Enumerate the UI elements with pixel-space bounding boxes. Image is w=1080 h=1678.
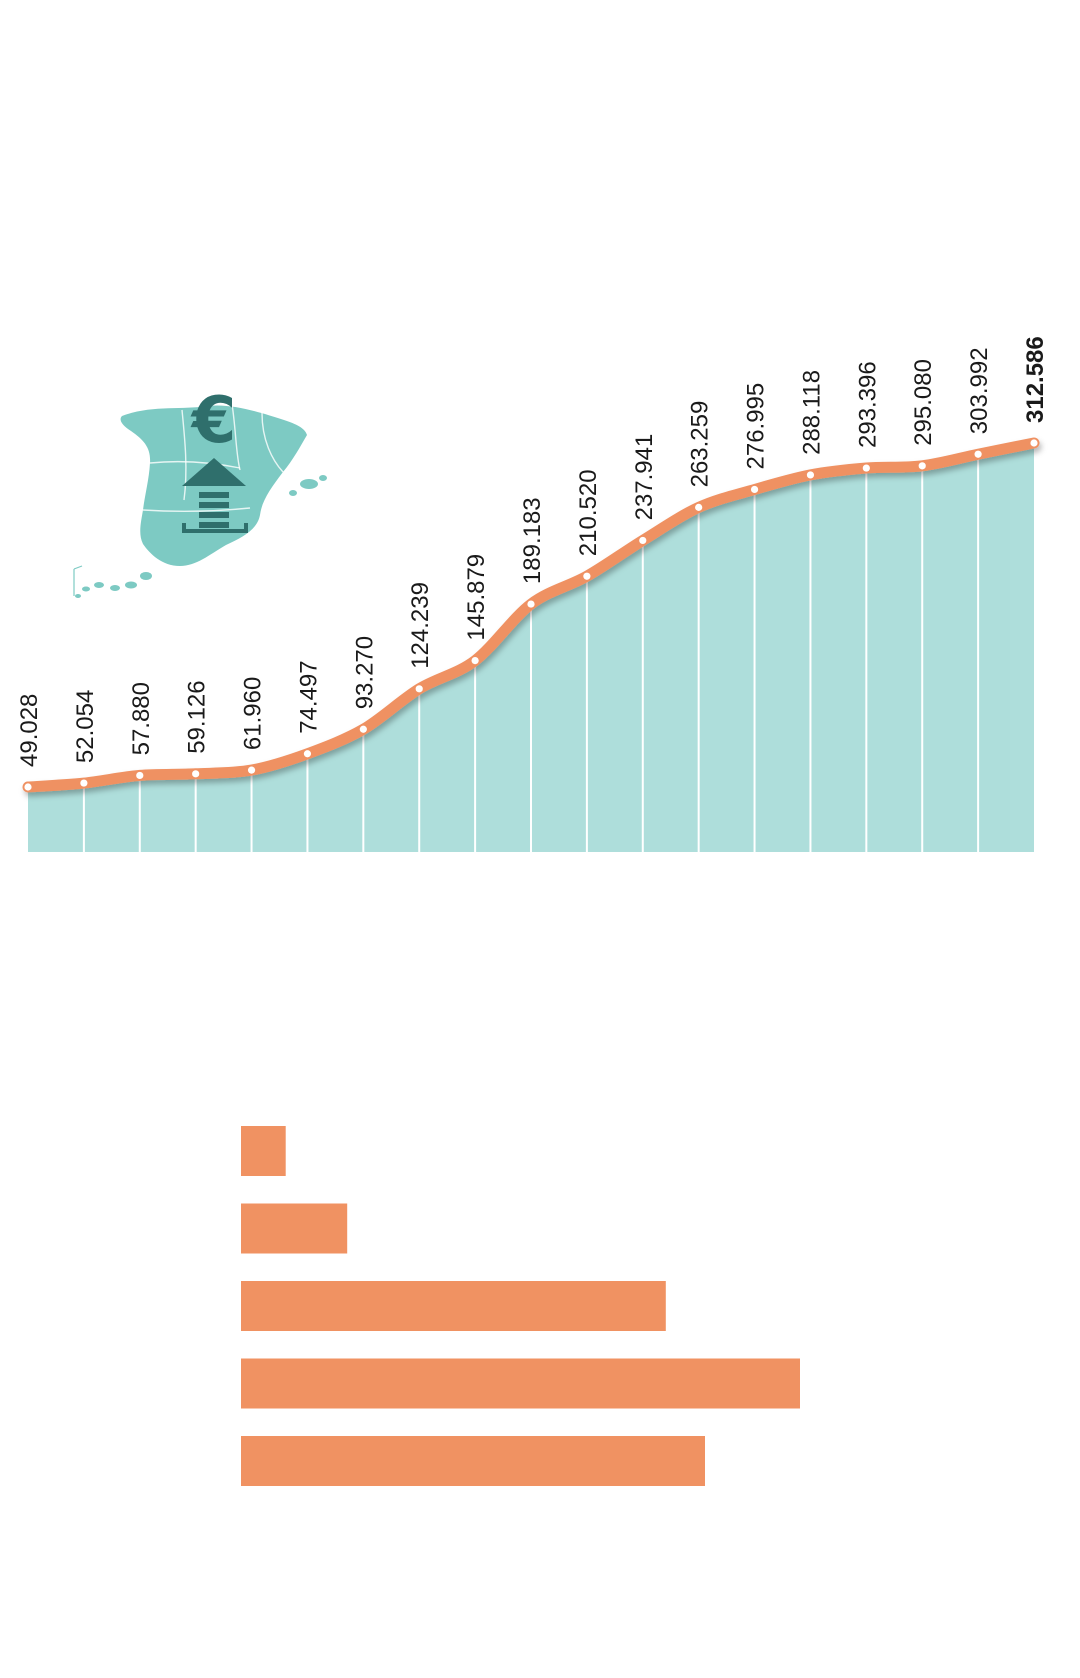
data-label: 93.270 — [351, 636, 378, 709]
data-point — [247, 766, 256, 774]
data-label: 61.960 — [240, 677, 267, 750]
map-island — [140, 572, 152, 580]
map-region-border — [261, 412, 284, 473]
data-point — [918, 462, 926, 470]
data-label: 145.879 — [463, 554, 490, 641]
data-label: 295.080 — [910, 359, 937, 446]
data-point — [862, 464, 870, 472]
data-point — [80, 779, 88, 787]
map-region-border — [231, 403, 241, 471]
euro-icon: € — [190, 384, 237, 458]
map-region-border — [149, 460, 241, 469]
data-point — [695, 503, 703, 511]
arrow-bar — [199, 492, 229, 498]
data-label: 124.239 — [407, 582, 434, 669]
data-label: 74.497 — [295, 660, 322, 733]
data-point — [527, 600, 535, 608]
data-label: 263.259 — [687, 401, 714, 488]
data-label: 303.992 — [966, 347, 993, 434]
map-inset-border — [73, 565, 83, 570]
data-point — [415, 685, 423, 693]
data-point — [806, 471, 815, 479]
data-label: 52.054 — [72, 690, 99, 763]
data-label: 288.118 — [798, 370, 825, 455]
data-label: 276.995 — [743, 383, 770, 470]
data-label: 57.880 — [128, 682, 155, 755]
bar — [241, 1358, 800, 1409]
map-island — [94, 582, 104, 588]
bar — [241, 1203, 348, 1254]
bar — [241, 1436, 705, 1486]
data-point — [639, 536, 647, 545]
data-label: 210.520 — [575, 469, 602, 556]
bar — [241, 1281, 666, 1331]
data-point — [24, 783, 32, 791]
arrow-bar — [199, 522, 229, 528]
map-island — [300, 479, 318, 489]
data-point — [471, 656, 479, 665]
map-island — [289, 490, 297, 496]
map-island — [75, 594, 81, 598]
bar — [241, 1126, 286, 1176]
data-label: 189.183 — [519, 497, 546, 584]
data-label: 49.028 — [16, 694, 43, 767]
data-point — [974, 450, 982, 458]
map-region-border — [181, 409, 187, 501]
arrow-bar — [199, 502, 229, 508]
data-label: 293.396 — [854, 361, 881, 448]
map-island — [319, 475, 327, 481]
tray-icon — [182, 523, 248, 533]
data-label: 312.586 — [1022, 336, 1049, 423]
map-island — [82, 586, 90, 592]
data-label: 237.941 — [631, 434, 658, 521]
data-point — [192, 770, 200, 778]
data-point — [750, 485, 759, 494]
euro-up-arrow-icon: € — [182, 384, 248, 533]
data-label: 59.126 — [184, 680, 211, 753]
map-island — [125, 581, 137, 589]
map-region-border — [142, 507, 251, 512]
data-point — [1030, 439, 1038, 447]
arrow-head — [182, 458, 246, 486]
data-point — [359, 725, 367, 733]
map-island — [110, 585, 120, 591]
arrow-bar — [199, 512, 229, 518]
data-point — [303, 750, 312, 758]
data-point — [583, 572, 591, 580]
data-point — [136, 771, 144, 780]
